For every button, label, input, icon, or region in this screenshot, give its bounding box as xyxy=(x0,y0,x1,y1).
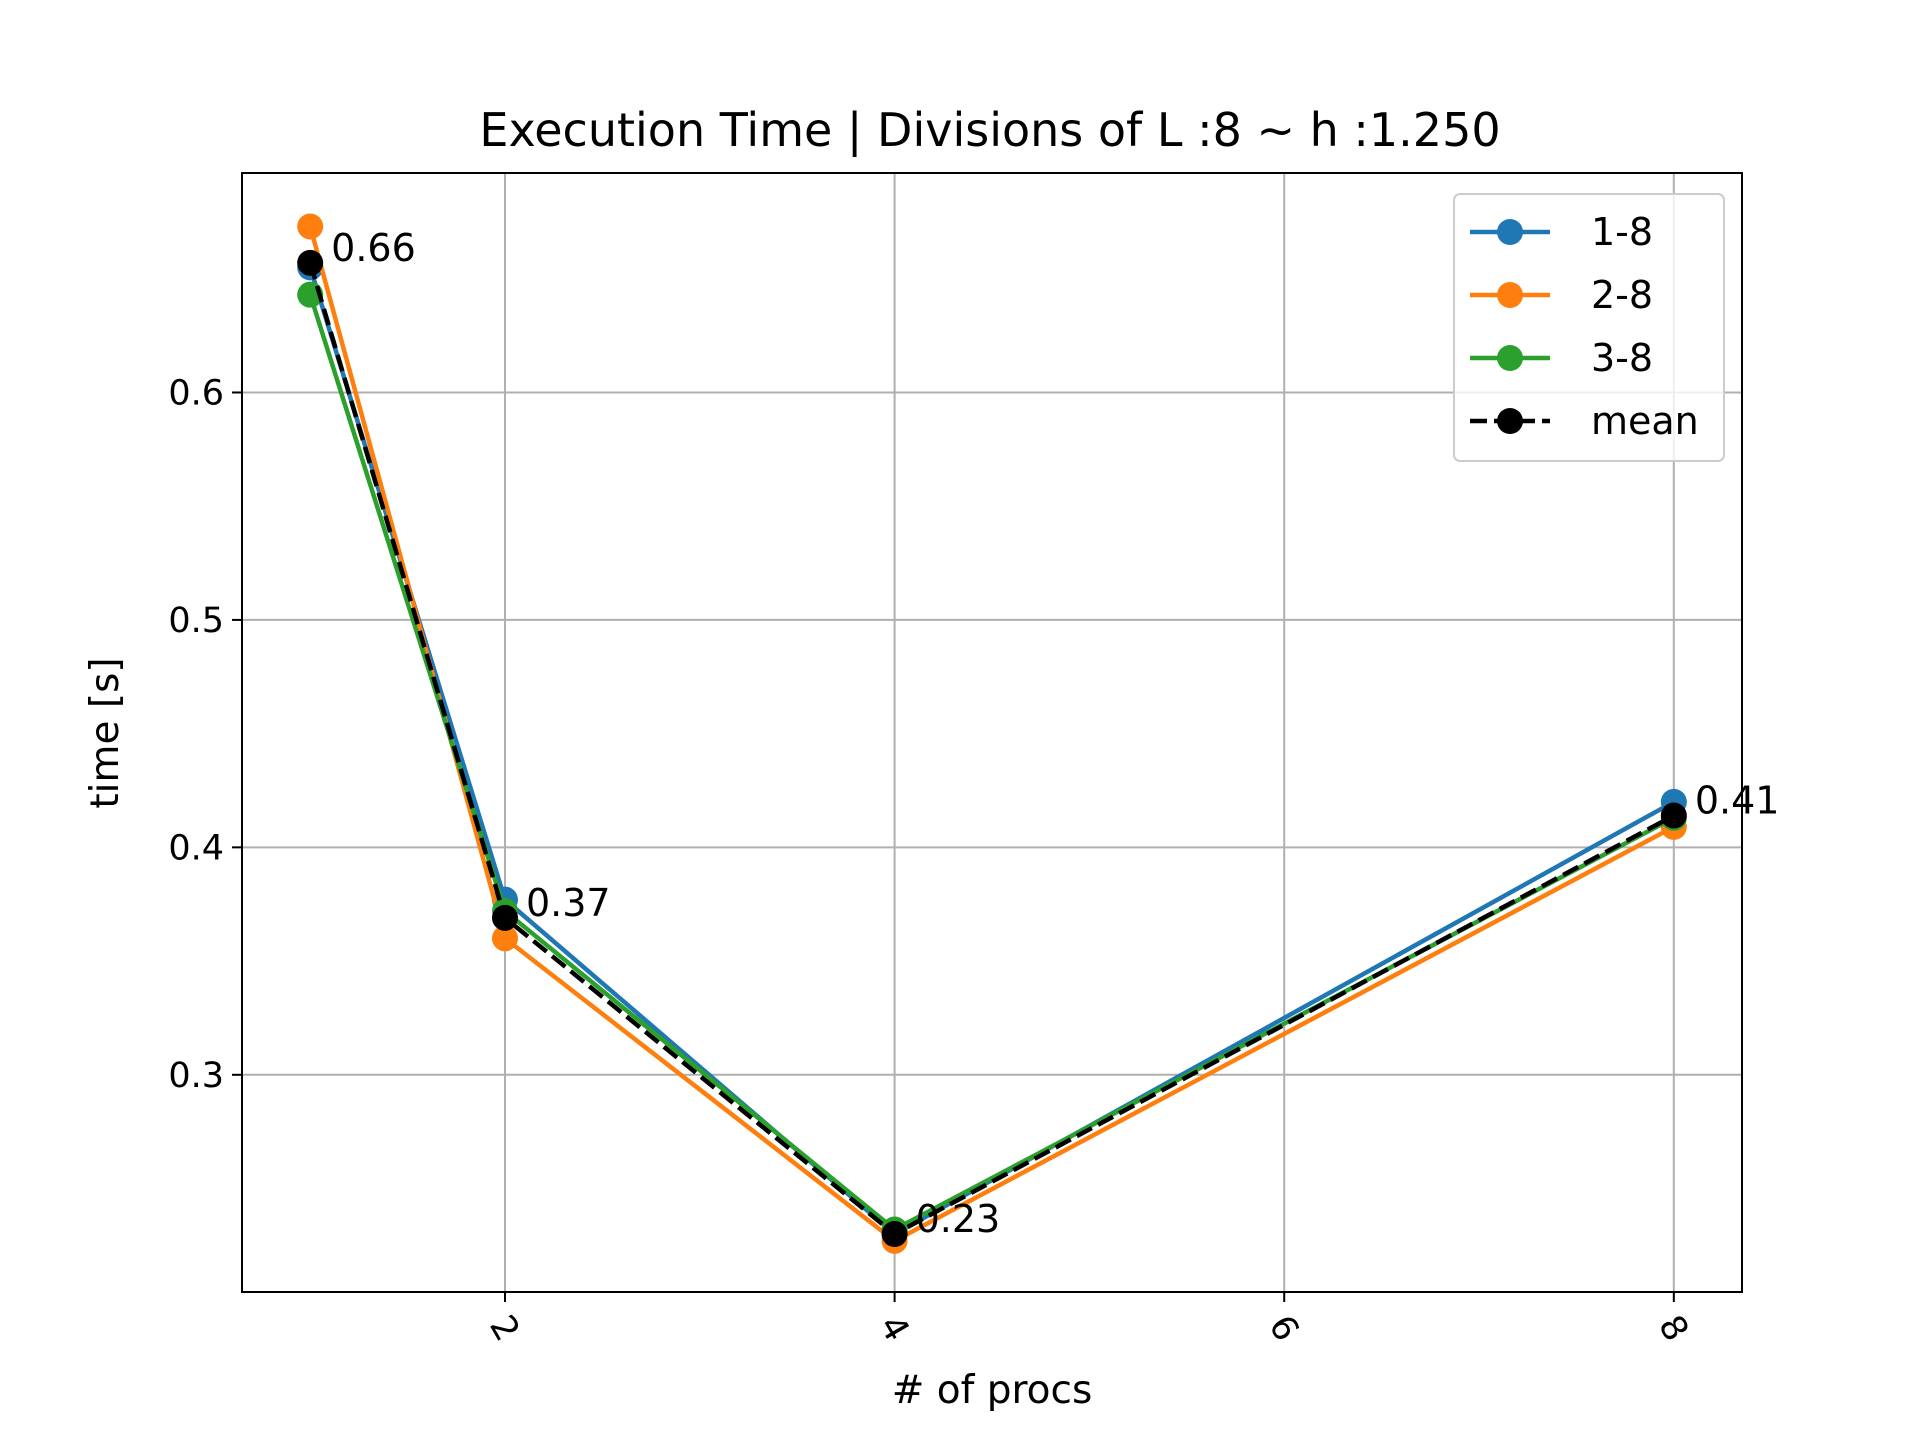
series-lines xyxy=(297,213,1687,1254)
series-point-2-8 xyxy=(491,925,518,952)
legend-box xyxy=(1453,193,1725,462)
series-point-mean xyxy=(491,904,518,931)
legend-swatch-marker xyxy=(1497,282,1523,308)
series-line-mean xyxy=(308,262,1675,1237)
data-labels: 0.66 0.37 0.23 0.41 xyxy=(331,226,1779,1241)
legend: 1-8 2-8 3-8 mean xyxy=(1453,193,1725,462)
legend-swatch-marker xyxy=(1497,219,1523,245)
y-tick-label: 0.4 xyxy=(168,828,224,868)
series-line-2-8 xyxy=(307,224,1677,1244)
y-tick-label: 0.5 xyxy=(168,601,224,641)
legend-label: 2-8 xyxy=(1591,273,1653,317)
data-label: 0.66 xyxy=(331,226,416,270)
legend-label: mean xyxy=(1591,399,1699,443)
data-label: 0.23 xyxy=(916,1197,1001,1241)
data-label: 0.37 xyxy=(526,881,611,925)
legend-label: 1-8 xyxy=(1591,210,1653,254)
series-point-mean xyxy=(297,249,324,276)
data-label: 0.41 xyxy=(1695,779,1780,823)
series-point-mean xyxy=(881,1221,908,1248)
series-point-mean xyxy=(1660,802,1687,829)
legend-swatch-marker xyxy=(1497,408,1523,434)
legend-label: 3-8 xyxy=(1591,336,1653,380)
legend-swatch-marker xyxy=(1497,345,1523,371)
series-point-2-8 xyxy=(297,213,324,240)
x-axis-label: # of procs xyxy=(892,1368,1093,1413)
y-axis-label: time [s] xyxy=(83,657,128,808)
plot-frame xyxy=(241,172,1743,1293)
series-line-3-8 xyxy=(307,292,1677,1232)
y-tick-label: 0.6 xyxy=(168,373,224,413)
chart-title: Execution Time | Divisions of L :8 ~ h :… xyxy=(479,103,1500,158)
y-tick-label: 0.3 xyxy=(168,1056,224,1096)
